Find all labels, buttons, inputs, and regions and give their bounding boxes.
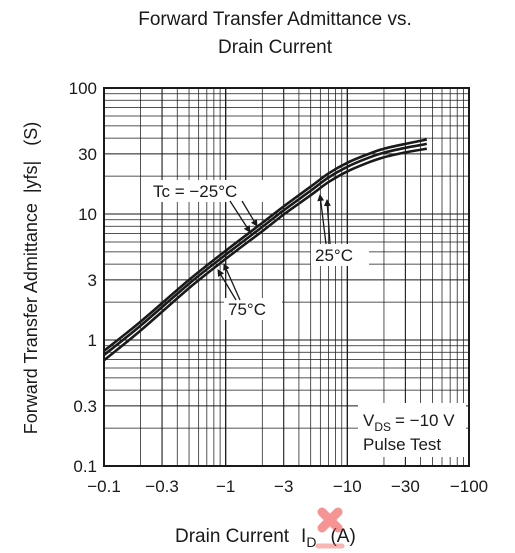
y-tick-label-0: 0.1 xyxy=(73,457,97,476)
tc-arrow-1 xyxy=(229,200,251,233)
x-axis-label-symbol: I xyxy=(301,526,306,547)
vds-subscript: DS xyxy=(374,420,391,434)
tc-arrow-2 xyxy=(241,200,258,227)
x-tick-label-4: −10 xyxy=(333,477,362,496)
series-line-0 xyxy=(103,138,428,352)
chart-title-line-1: Forward Transfer Admittance vs. xyxy=(138,9,412,30)
x-tick-label-6: −100 xyxy=(450,477,488,496)
t75-arrow-2 xyxy=(223,263,241,301)
series-lines xyxy=(103,138,428,362)
conditions-box xyxy=(358,403,466,457)
watermark-mark xyxy=(315,507,345,549)
x-tick-label-3: −3 xyxy=(274,477,293,496)
vds-symbol: V xyxy=(363,411,375,430)
y-tick-label-1: 0.3 xyxy=(73,397,97,416)
series-line-2 xyxy=(103,147,428,362)
y-tick-labels: 0.1 0.3 1 3 10 30 100 xyxy=(69,79,97,476)
x-tick-label-2: −1 xyxy=(216,477,235,496)
t75-arrow-1 xyxy=(217,269,237,301)
t25-label-box xyxy=(311,244,369,266)
tc-label-box xyxy=(148,180,266,202)
x-tick-label-5: −30 xyxy=(391,477,420,496)
y-tick-label-2: 1 xyxy=(88,331,97,350)
vds-value: = −10 V xyxy=(395,411,455,430)
x-axis-label-subscript: D xyxy=(306,534,316,550)
y-axis-label: Forward Transfer Admittance |yfs| (S) xyxy=(21,122,41,434)
x-tick-label-0: −0.1 xyxy=(87,477,121,496)
t25-arrow-1 xyxy=(317,194,327,245)
y-tick-label-6: 100 xyxy=(69,79,97,98)
t75-label: 75°C xyxy=(228,300,266,319)
plot-frame xyxy=(103,87,470,467)
chart-title-line-2: Drain Current xyxy=(218,37,333,58)
y-tick-label-3: 3 xyxy=(88,271,97,290)
x-axis-label-main: Drain Current xyxy=(175,526,290,547)
t25-arrow-2 xyxy=(323,199,331,245)
y-tick-label-5: 30 xyxy=(78,145,97,164)
pulse-test-label: Pulse Test xyxy=(363,435,441,454)
y-tick-label-4: 10 xyxy=(78,205,97,224)
t75-label-box xyxy=(224,298,282,320)
x-tick-labels: −0.1 −0.3 −1 −3 −10 −30 −100 xyxy=(87,477,488,496)
vds-label: VDS = −10 V xyxy=(363,411,455,434)
tc-label: Tc = −25°C xyxy=(153,182,237,201)
x-tick-label-1: −0.3 xyxy=(145,477,179,496)
t25-label: 25°C xyxy=(315,246,353,265)
series-line-1 xyxy=(103,142,428,357)
